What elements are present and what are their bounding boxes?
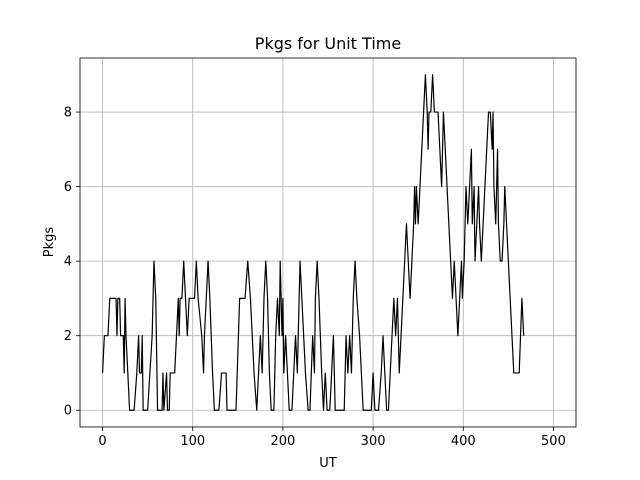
- x-axis-label: UT: [319, 456, 337, 471]
- x-tick-label: 500: [541, 434, 566, 449]
- chart-title: Pkgs for Unit Time: [255, 34, 401, 53]
- y-tick-label: 0: [64, 404, 72, 419]
- x-tick-label: 300: [361, 434, 386, 449]
- x-tick-label: 400: [451, 434, 476, 449]
- x-tick-label: 0: [98, 434, 106, 449]
- x-axis: 0 100 200 300 400 500: [98, 427, 566, 449]
- y-axis-label: Pkgs: [42, 227, 57, 258]
- y-axis: 0 2 4 6 8: [64, 106, 80, 419]
- x-tick-label: 200: [270, 434, 295, 449]
- series-layer: [101, 74, 525, 411]
- series-line: [101, 74, 525, 411]
- y-tick-label: 4: [64, 255, 72, 270]
- y-tick-label: 2: [64, 329, 72, 344]
- plot-frame: [79, 57, 577, 428]
- y-tick-label: 8: [64, 106, 72, 121]
- x-tick-label: 100: [180, 434, 205, 449]
- y-tick-label: 6: [64, 180, 72, 195]
